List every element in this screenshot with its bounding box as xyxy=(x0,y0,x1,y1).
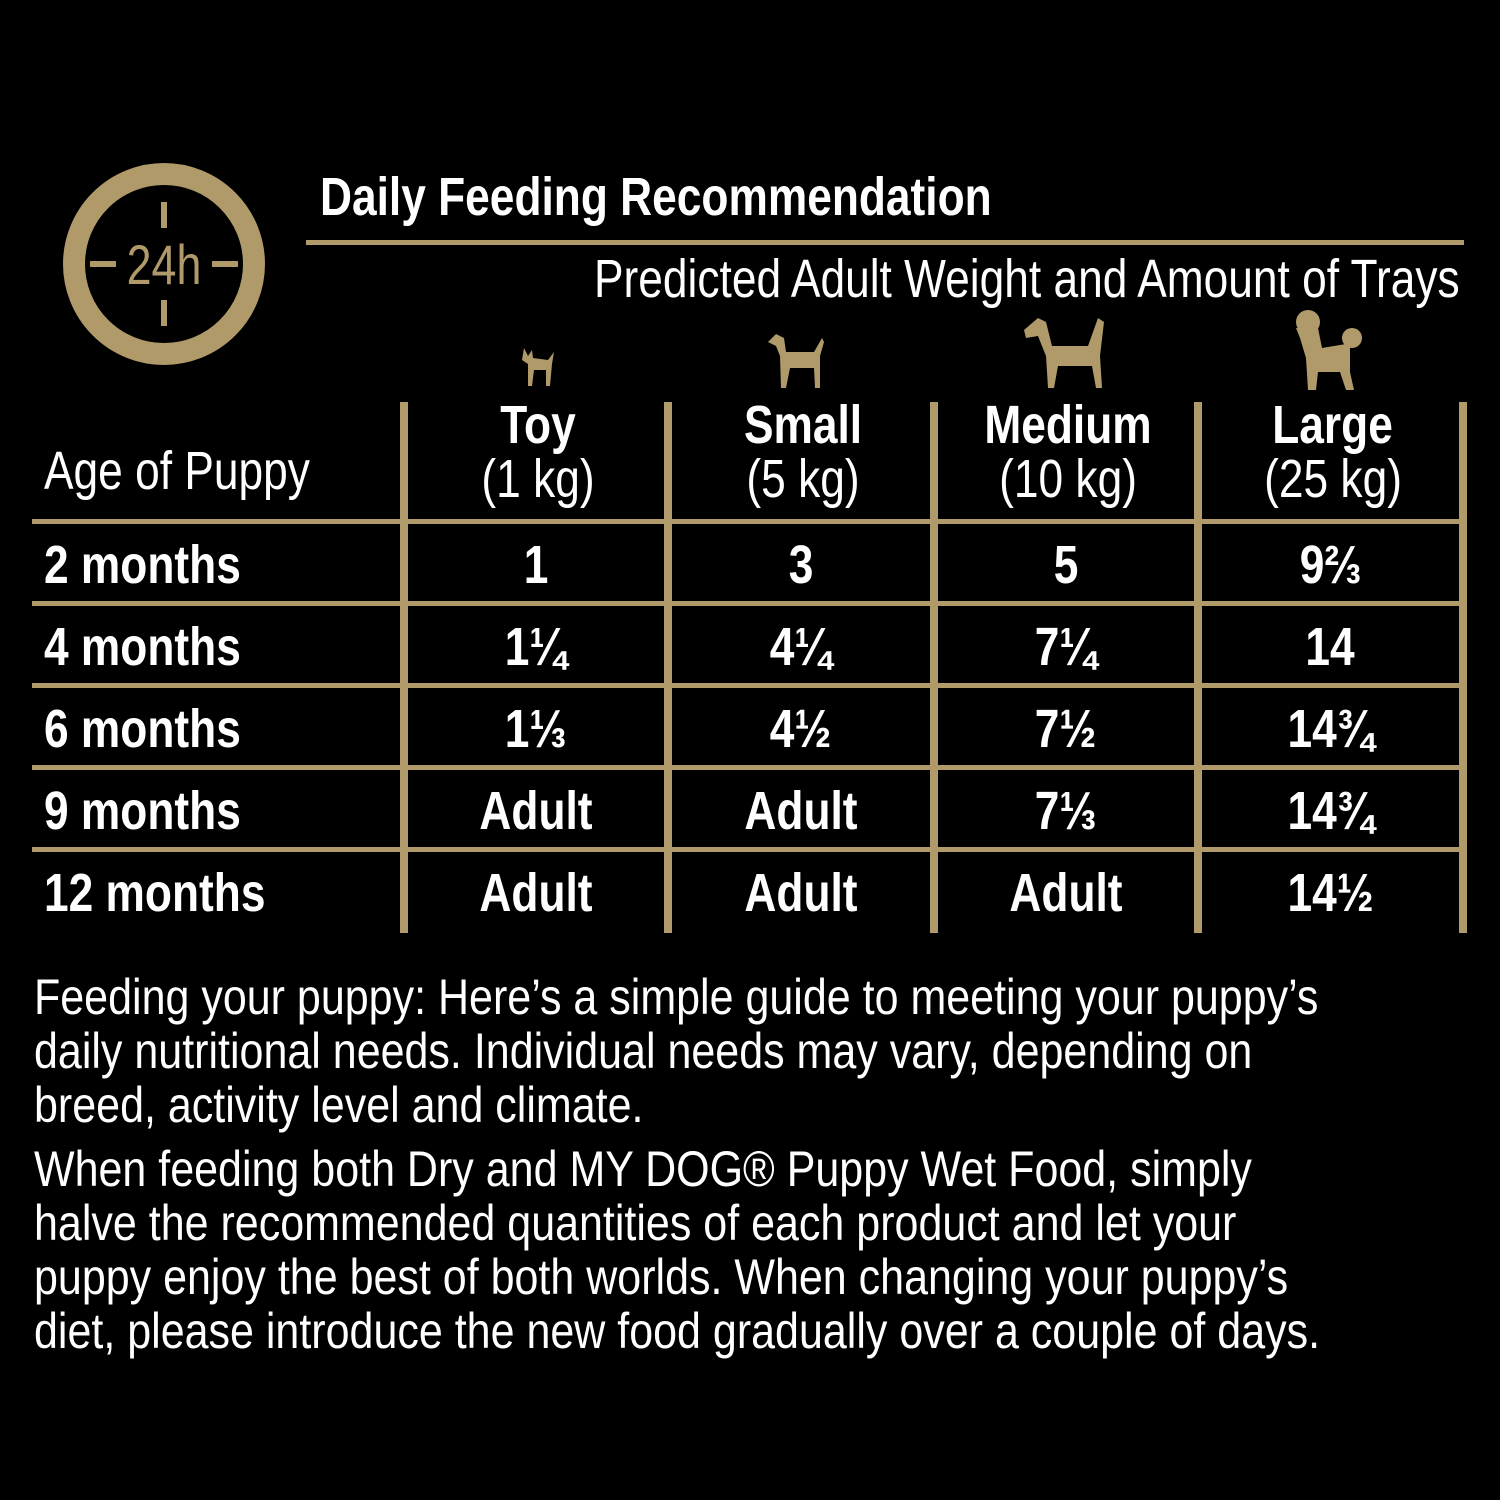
grid-line xyxy=(32,519,1463,524)
column-header-large: Large (25 kg) xyxy=(1264,395,1402,509)
poodle-icon xyxy=(1296,310,1362,390)
age-cell: 4 months xyxy=(44,617,241,677)
table-cell: 3 xyxy=(788,535,814,595)
table-cell: 7¼ xyxy=(1035,617,1097,677)
table-cell: 14½ xyxy=(1287,863,1374,923)
table-cell: 1 xyxy=(523,535,549,595)
grid-line xyxy=(400,402,408,933)
table-cell: Adult xyxy=(744,781,858,841)
table-cell: 7⅓ xyxy=(1035,781,1097,841)
table-cell: 4½ xyxy=(770,699,832,759)
column-header-toy: Toy (1 kg) xyxy=(481,395,595,509)
toy-dog-icon xyxy=(522,348,554,386)
page-title: Daily Feeding Recommendation xyxy=(320,167,992,227)
table-cell: Adult xyxy=(479,863,593,923)
grid-line xyxy=(1459,402,1467,933)
table-cell: Adult xyxy=(744,863,858,923)
grid-line xyxy=(32,765,1463,770)
small-dog-icon xyxy=(768,334,824,388)
feeding-note-1: Feeding your puppy: Here’s a simple guid… xyxy=(34,969,1319,1133)
table-cell: 14¾ xyxy=(1287,699,1374,759)
table-cell: 1⅓ xyxy=(505,699,567,759)
grid-line xyxy=(664,402,672,933)
table-cell: 5 xyxy=(1053,535,1079,595)
24h-clock-icon: 24h xyxy=(63,163,265,365)
table-cell: 9⅔ xyxy=(1299,535,1362,595)
grid-line xyxy=(1194,402,1202,933)
table-cell: 7½ xyxy=(1035,699,1097,759)
row-header-age: Age of Puppy xyxy=(44,441,310,501)
table-cell: Adult xyxy=(1009,863,1123,923)
table-cell: 14 xyxy=(1305,617,1356,677)
subtitle: Predicted Adult Weight and Amount of Tra… xyxy=(594,249,1460,309)
24h-label: 24h xyxy=(127,233,202,296)
medium-dog-icon xyxy=(1024,318,1104,388)
feeding-note-2: When feeding both Dry and MY DOG® Puppy … xyxy=(34,1141,1321,1359)
grid-line xyxy=(32,601,1463,606)
grid-line xyxy=(32,683,1463,688)
age-cell: 12 months xyxy=(44,863,266,923)
grid-line xyxy=(930,402,938,933)
table-cell: 4¼ xyxy=(770,617,832,677)
title-divider xyxy=(306,240,1464,245)
table-cell: 1¼ xyxy=(505,617,567,677)
table-cell: Adult xyxy=(479,781,593,841)
table-cell: 14¾ xyxy=(1287,781,1374,841)
age-cell: 2 months xyxy=(44,535,241,595)
column-header-medium: Medium (10 kg) xyxy=(984,395,1152,509)
age-cell: 9 months xyxy=(44,781,241,841)
grid-line xyxy=(32,847,1463,852)
column-header-small: Small (5 kg) xyxy=(743,395,863,509)
age-cell: 6 months xyxy=(44,699,241,759)
